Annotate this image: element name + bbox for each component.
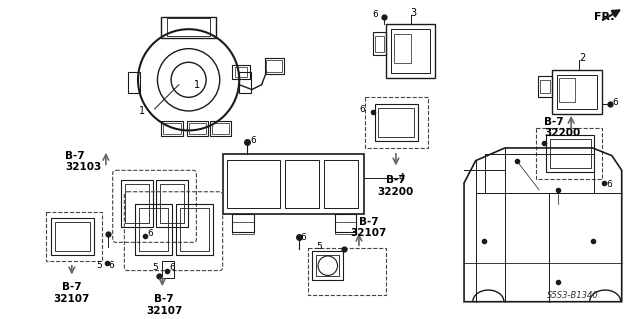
Bar <box>187 121 208 136</box>
Text: FR.: FR. <box>593 12 614 22</box>
Bar <box>125 184 148 223</box>
Bar <box>189 122 206 134</box>
Text: 5: 5 <box>316 242 322 251</box>
Bar <box>308 248 386 295</box>
Bar <box>157 180 188 227</box>
Text: 6: 6 <box>612 98 618 107</box>
Bar <box>232 65 250 79</box>
Bar <box>176 204 213 255</box>
Bar <box>374 36 384 52</box>
Text: B-7
32200: B-7 32200 <box>544 117 580 138</box>
Bar <box>180 208 209 251</box>
Text: B-7
32107: B-7 32107 <box>146 294 182 315</box>
Text: 2: 2 <box>579 53 585 63</box>
Text: 1: 1 <box>193 80 200 90</box>
Text: B-7
32107: B-7 32107 <box>351 217 387 239</box>
Bar <box>335 214 356 232</box>
Bar <box>538 76 552 97</box>
Text: 6: 6 <box>359 106 365 115</box>
Bar <box>536 129 602 179</box>
Text: 6: 6 <box>372 10 378 19</box>
Text: S5S3-B1340: S5S3-B1340 <box>547 291 599 300</box>
Bar <box>161 121 183 136</box>
Bar <box>128 72 140 93</box>
Text: 6: 6 <box>606 181 612 189</box>
Text: 3: 3 <box>410 8 417 18</box>
Bar <box>394 34 412 63</box>
Bar <box>223 154 364 214</box>
Text: 4: 4 <box>399 173 405 183</box>
Bar <box>378 108 415 137</box>
Bar <box>161 17 216 38</box>
Text: 5: 5 <box>152 263 158 272</box>
Bar <box>227 160 280 208</box>
Bar <box>386 24 435 78</box>
Bar <box>557 75 597 109</box>
Bar <box>45 212 102 261</box>
Bar <box>163 261 174 278</box>
Bar <box>139 208 168 251</box>
Text: 1: 1 <box>139 106 145 116</box>
Bar <box>55 222 90 251</box>
Bar <box>559 78 575 102</box>
Bar <box>264 58 284 74</box>
Bar <box>335 222 356 234</box>
Text: B-7
32107: B-7 32107 <box>54 282 90 304</box>
Text: 6: 6 <box>109 261 115 270</box>
Bar <box>232 222 254 234</box>
Bar <box>161 184 184 223</box>
Bar <box>546 135 595 172</box>
Bar <box>365 97 428 148</box>
Bar <box>550 139 591 168</box>
Bar <box>210 121 232 136</box>
Bar <box>122 180 152 227</box>
Bar <box>374 104 419 141</box>
Bar <box>51 218 94 255</box>
Bar <box>236 67 247 77</box>
Text: 6: 6 <box>148 229 154 238</box>
Bar <box>266 60 282 72</box>
Text: 5: 5 <box>96 261 102 270</box>
Text: 6: 6 <box>301 233 307 242</box>
Bar <box>372 32 386 56</box>
Text: B-7
32103: B-7 32103 <box>65 151 101 173</box>
Bar <box>212 122 230 134</box>
Bar <box>285 160 319 208</box>
Bar <box>316 255 339 277</box>
Bar <box>540 80 550 93</box>
Text: 6: 6 <box>250 136 255 145</box>
Bar <box>167 19 210 36</box>
Bar <box>324 160 358 208</box>
Bar <box>135 204 172 255</box>
Text: B-7
32200: B-7 32200 <box>378 175 414 197</box>
Text: 6: 6 <box>169 263 175 272</box>
Bar <box>552 70 602 114</box>
Bar <box>232 214 254 232</box>
Bar <box>163 122 181 134</box>
Bar <box>239 72 251 93</box>
Bar <box>486 154 595 193</box>
Bar <box>312 251 343 280</box>
Bar <box>391 29 430 73</box>
